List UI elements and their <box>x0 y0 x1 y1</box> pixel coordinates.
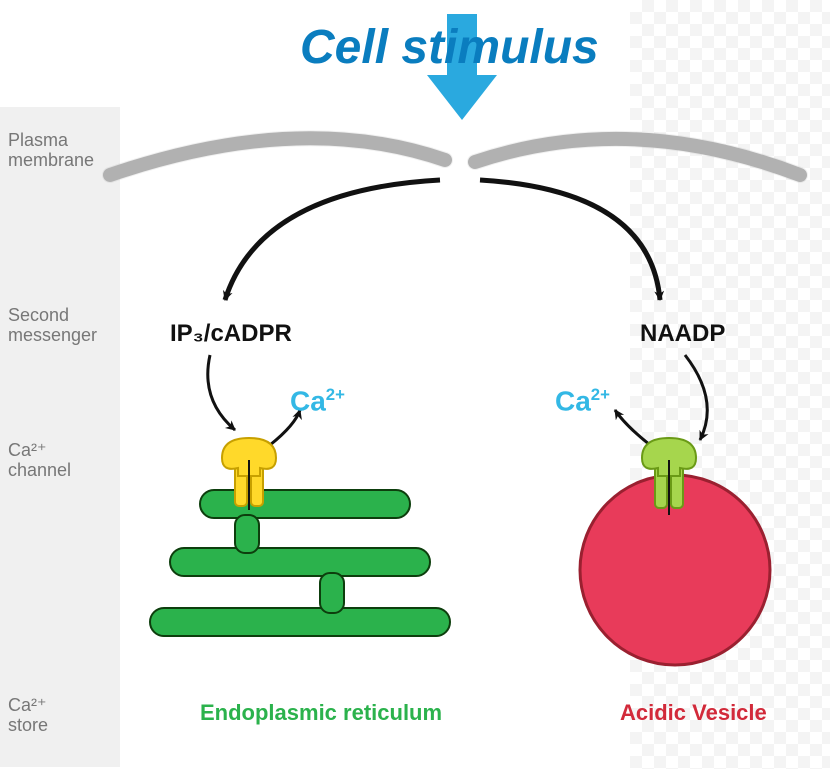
er <box>150 490 450 636</box>
label-plasma-2: membrane <box>8 150 94 172</box>
messenger-left: IP₃/cADPR <box>170 320 292 348</box>
label-plasma-1: Plasma <box>8 130 68 152</box>
messenger-right: NAADP <box>640 320 725 348</box>
left-small-arrows <box>208 355 300 445</box>
label-store-1: Ca²⁺ <box>8 695 47 717</box>
store-left-label: Endoplasmic reticulum <box>200 700 442 726</box>
calcium-right: Ca2+ <box>555 385 610 417</box>
calcium-left: Ca2+ <box>290 385 345 417</box>
label-second-2: messenger <box>8 325 97 347</box>
diagram-svg <box>0 0 830 769</box>
label-channel-1: Ca²⁺ <box>8 440 47 462</box>
label-second-1: Second <box>8 305 69 327</box>
signal-arrows <box>225 180 660 300</box>
title: Cell stimulus <box>300 20 599 75</box>
plasma-membrane <box>110 138 800 175</box>
label-store-2: store <box>8 715 48 737</box>
label-channel-2: channel <box>8 460 71 482</box>
right-small-arrows <box>615 355 707 445</box>
store-right-label: Acidic Vesicle <box>620 700 767 726</box>
